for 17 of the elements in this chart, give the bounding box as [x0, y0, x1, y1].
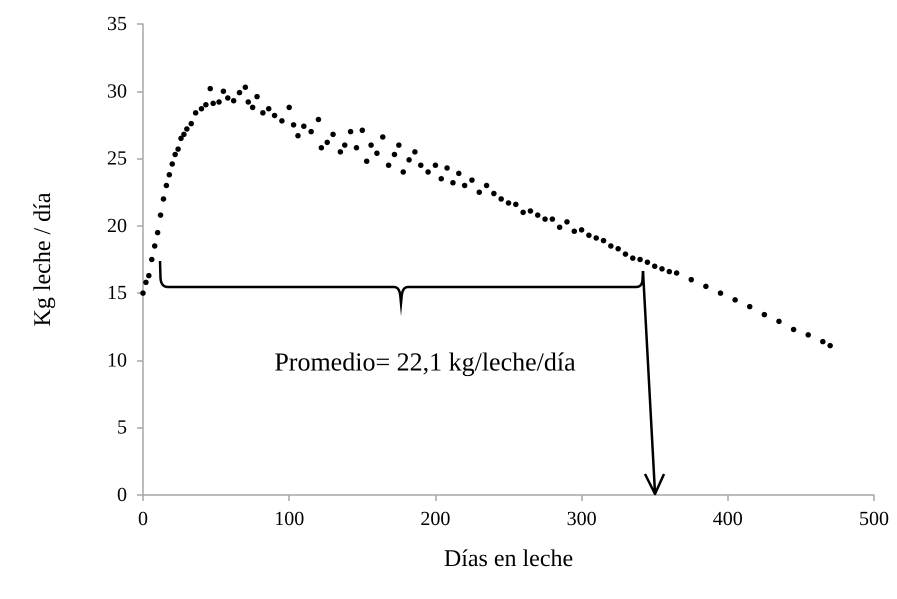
x-tick-label: 200 [420, 508, 450, 530]
x-tick-label: 400 [712, 508, 743, 530]
x-tick-label: 100 [274, 508, 304, 530]
y-tick-label: 0 [117, 484, 127, 506]
y-axis-title: Kg leche / día [30, 192, 56, 326]
y-tick-label: 30 [107, 80, 127, 102]
y-tick-label: 25 [107, 148, 127, 170]
y-tick-label: 10 [107, 349, 127, 372]
annotation: Promedio= 22,1 kg/leche/día [274, 348, 576, 376]
x-tick-label: 300 [566, 508, 597, 530]
x-tick-label: 0 [138, 508, 148, 530]
x-axis-title: Días en leche [444, 546, 574, 572]
y-tick-label: 15 [107, 282, 127, 304]
y-tick-label: 5 [117, 416, 127, 439]
x-tick-label: 500 [859, 508, 889, 530]
y-tick-label: 20 [107, 214, 127, 237]
y-tick-label: 35 [107, 13, 127, 35]
